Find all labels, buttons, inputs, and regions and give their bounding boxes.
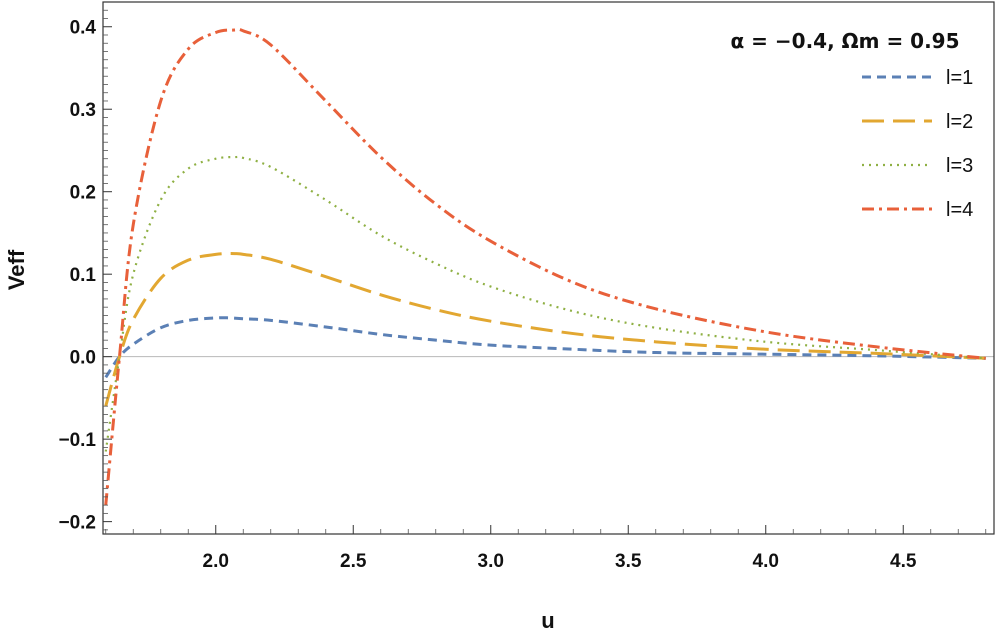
legend-label-l2: l=2 bbox=[946, 111, 973, 133]
x-tick-label: 2.0 bbox=[203, 551, 229, 572]
y-tick-label: −0.2 bbox=[58, 513, 96, 534]
x-tick-label: 3.5 bbox=[615, 551, 642, 572]
y-ticks: −0.2 −0.1 0.0 0.1 0.2 0.3 0.4 bbox=[58, 9, 112, 534]
x-tick-label: 4.5 bbox=[890, 551, 917, 572]
y-axis-title: Veff bbox=[4, 249, 29, 290]
y-tick-label: −0.1 bbox=[58, 430, 96, 451]
series-line-l1 bbox=[104, 316, 986, 379]
x-tick-label: 3.0 bbox=[478, 551, 504, 572]
y-tick-label: 0.1 bbox=[70, 265, 97, 286]
y-tick-label: 0.3 bbox=[70, 100, 96, 121]
legend-label-l3: l=3 bbox=[946, 155, 973, 177]
y-tick-label: 0.4 bbox=[70, 18, 97, 39]
y-tick-label: 0.0 bbox=[70, 348, 96, 369]
x-tick-label: 4.0 bbox=[753, 551, 779, 572]
legend: α = −0.4, Ωm = 0.95 l=1 l=2 l=3 l=4 bbox=[730, 29, 973, 221]
series-line-l4 bbox=[104, 27, 986, 506]
legend-label-l1: l=1 bbox=[946, 67, 973, 89]
legend-title: α = −0.4, Ωm = 0.95 bbox=[730, 29, 959, 53]
plot-frame bbox=[102, 1, 995, 535]
y-tick-label: 0.2 bbox=[70, 183, 96, 204]
series-group bbox=[104, 27, 986, 506]
x-ticks: 2.0 2.5 3.0 3.5 4.0 4.5 bbox=[105, 525, 987, 572]
x-tick-label: 2.5 bbox=[340, 551, 367, 572]
legend-label-l4: l=4 bbox=[946, 199, 973, 221]
x-axis-title: u bbox=[541, 608, 554, 633]
series-line-l2 bbox=[104, 252, 986, 407]
